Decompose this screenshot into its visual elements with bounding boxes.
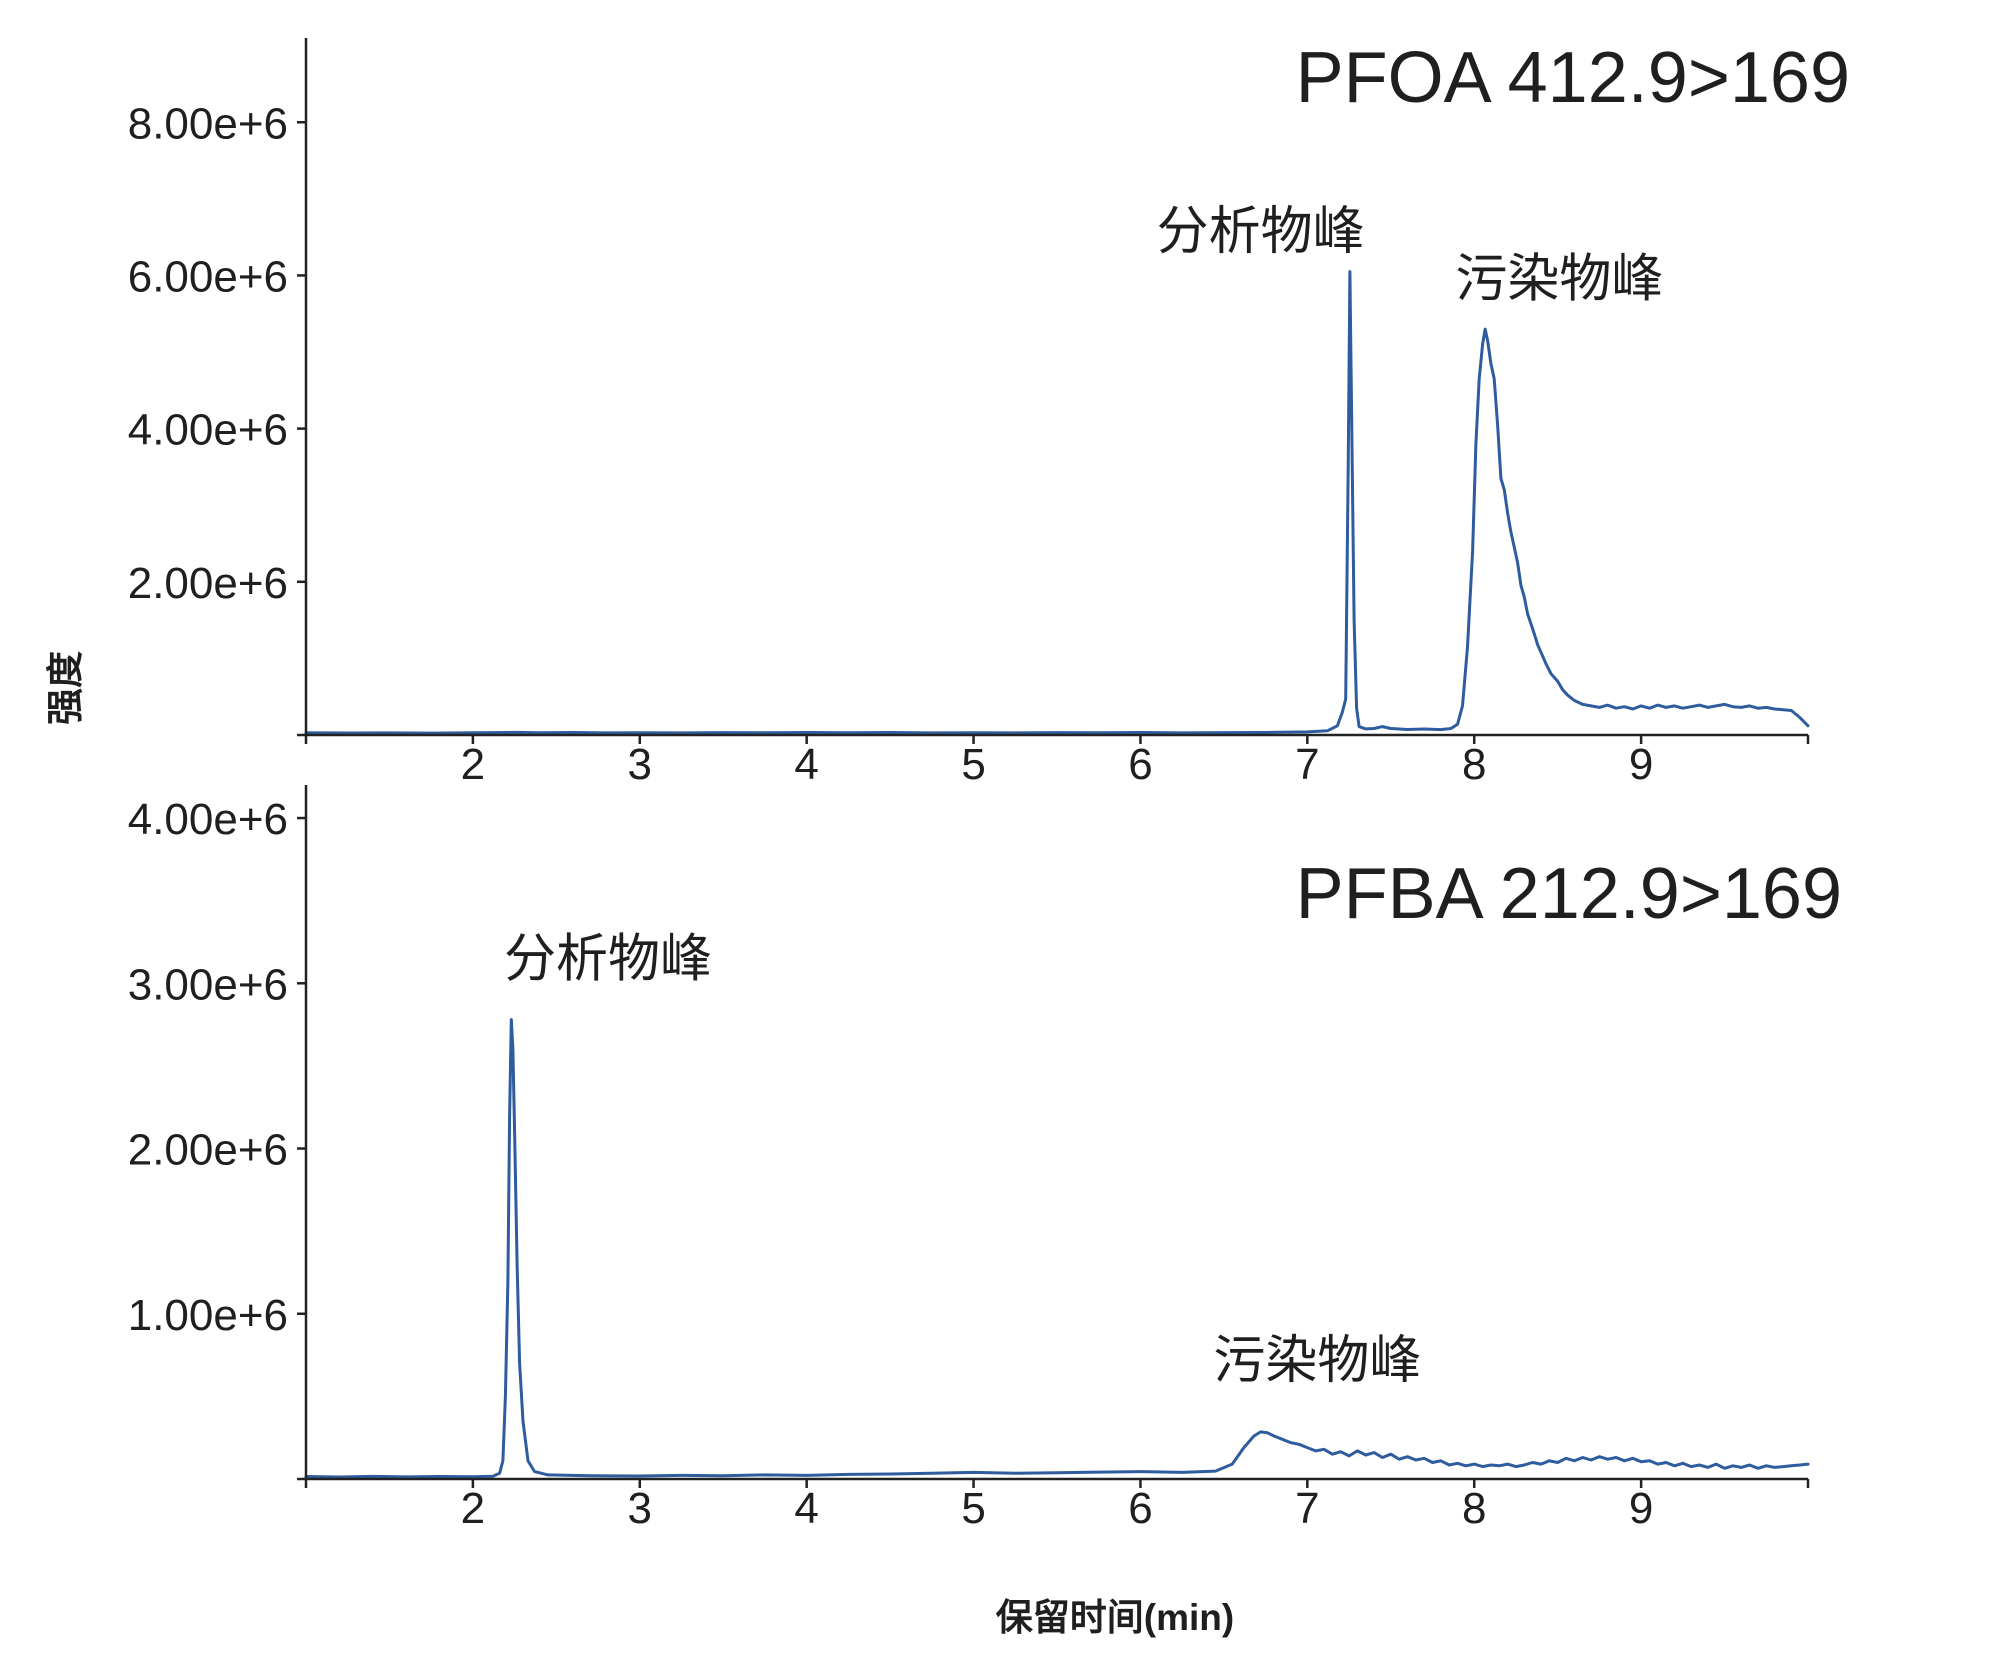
x-tick-label: 2 [461,740,485,789]
chart-title: PFBA 212.9>169 [1296,854,1842,934]
y-axis-title: 强度 [45,651,86,725]
y-tick-label: 1.00e+6 [128,1291,288,1340]
y-tick-label: 2.00e+6 [128,559,288,608]
y-tick-label: 4.00e+6 [128,795,288,844]
x-tick-label: 7 [1295,1484,1319,1533]
y-tick-label: 3.00e+6 [128,960,288,1009]
x-axis-title: 保留时间(min) [996,1597,1234,1638]
x-tick-label: 3 [628,740,652,789]
x-tick-label: 4 [794,1484,818,1533]
y-tick-label: 8.00e+6 [128,99,288,148]
x-tick-label: 5 [961,1484,985,1533]
y-axis-title-group: 强度 [45,651,86,725]
x-tick-label: 7 [1295,740,1319,789]
chart-title: PFOA 412.9>169 [1296,38,1850,118]
x-tick-label: 6 [1128,1484,1152,1533]
peak-annotation: 污染物峰 [1455,251,1663,309]
peak-annotation: 分析物峰 [1157,203,1365,261]
x-tick-label: 8 [1462,1484,1486,1533]
peak-annotation: 分析物峰 [504,931,712,989]
x-tick-label: 9 [1629,1484,1653,1533]
x-tick-label: 2 [461,1484,485,1533]
y-tick-label: 4.00e+6 [128,406,288,455]
x-tick-label: 4 [794,740,818,789]
x-tick-label: 6 [1128,740,1152,789]
x-tick-label: 3 [628,1484,652,1533]
y-tick-label: 6.00e+6 [128,252,288,301]
chart-panels: 2 3 4 5 6 7 8 9 2.00e+6 4.00e+6 6.00e+6 8.00e+6 PFOA… [128,38,1850,1533]
x-tick-label: 9 [1629,740,1653,789]
chromatogram-trace [304,270,1810,735]
chart-panel-bottom: 2 3 4 5 6 7 8 9 1.00e+6 2.00e+6 3.00e+6 4.00e+6 PFBA… [128,785,1842,1533]
peak-annotation: 污染物峰 [1213,1332,1421,1390]
chart-panel-top: 2 3 4 5 6 7 8 9 2.00e+6 4.00e+6 6.00e+6 8.00e+6 PFOA… [128,38,1850,789]
x-tick-label: 8 [1462,740,1486,789]
x-tick-label: 5 [961,740,985,789]
y-tick-label: 2.00e+6 [128,1126,288,1175]
chromatogram-trace [304,1018,1810,1479]
